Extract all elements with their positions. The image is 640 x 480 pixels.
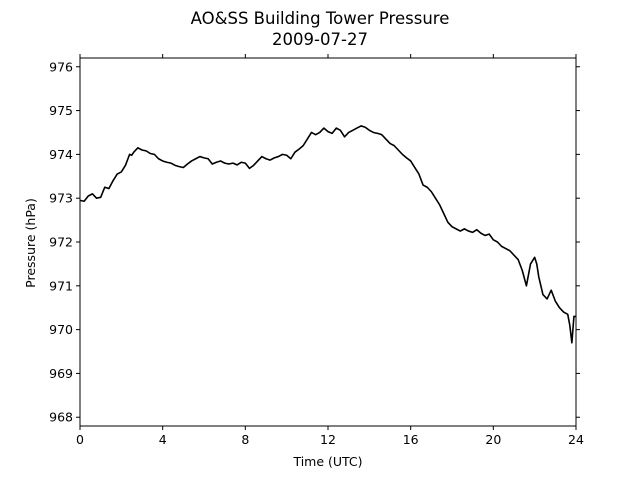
x-tick-label: 20: [485, 432, 501, 447]
x-tick-label: 12: [320, 432, 336, 447]
y-tick-label: 976: [49, 59, 73, 74]
chart-title: AO&SS Building Tower Pressure: [191, 9, 450, 28]
x-axis-label: Time (UTC): [292, 454, 362, 469]
x-tick-label: 4: [159, 432, 167, 447]
y-tick-label: 969: [49, 366, 73, 381]
plot-area: 0 4 8 12 16 20 24 968 969 970 971 972 973 974 975 976: [49, 54, 584, 447]
plot-frame: [79, 57, 577, 427]
y-tick-label: 971: [49, 278, 73, 293]
pressure-line: [79, 125, 576, 344]
y-tick-label: 970: [49, 322, 73, 337]
y-tick-label: 968: [49, 410, 73, 425]
y-tick-label: 972: [49, 235, 73, 250]
y-tick-label: 973: [49, 191, 73, 206]
x-tick-label: 0: [76, 432, 84, 447]
x-tick-label: 24: [568, 432, 584, 447]
chart-subtitle: 2009-07-27: [272, 30, 368, 49]
x-tick-label: 8: [241, 432, 249, 447]
y-tick-label: 974: [49, 147, 73, 162]
x-tick-label: 16: [403, 432, 419, 447]
y-axis-label: Pressure (hPa): [23, 198, 38, 288]
y-tick-label: 975: [49, 103, 73, 118]
